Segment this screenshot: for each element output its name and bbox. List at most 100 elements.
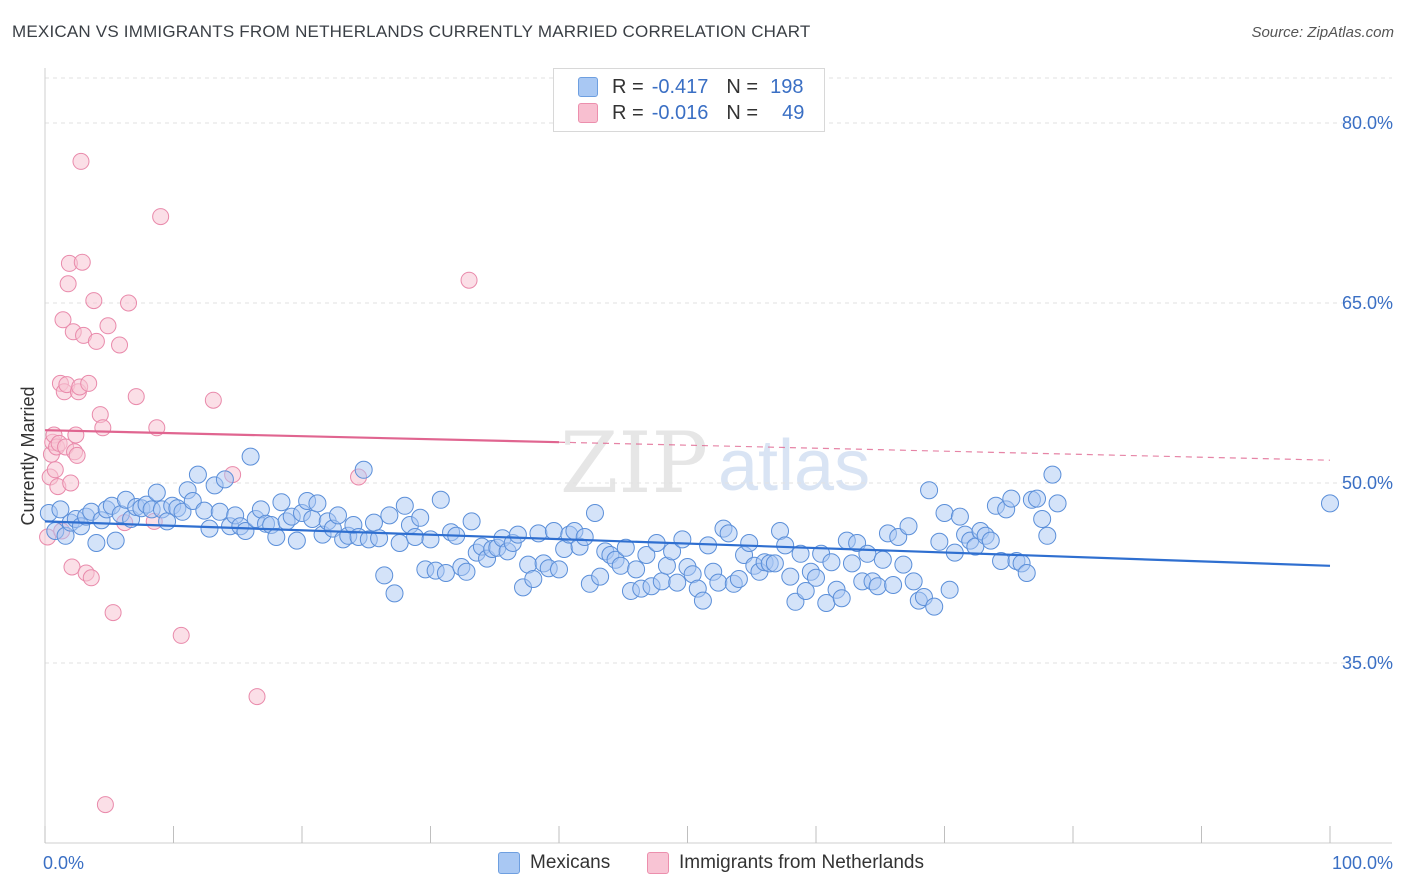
- mexican-point: [195, 501, 214, 520]
- netherlands-point: [72, 152, 90, 170]
- legend-n-label: N =: [726, 101, 759, 124]
- bottom-legend-label: Immigrants from Netherlands: [679, 852, 924, 873]
- mexican-point: [925, 597, 944, 616]
- mexican-point: [591, 567, 610, 586]
- mexican-point: [693, 591, 712, 610]
- mexican-point: [236, 522, 255, 540]
- source-credit: Source: ZipAtlas.com: [1251, 24, 1394, 41]
- mexican-point: [272, 493, 291, 512]
- mexican-point: [765, 554, 784, 573]
- netherlands-point: [120, 294, 138, 312]
- mexican-point: [395, 496, 414, 515]
- y-tick-label: 65.0%: [1342, 293, 1393, 313]
- mexican-point: [1028, 489, 1047, 508]
- mexican-point: [1321, 494, 1339, 513]
- mexican-point: [616, 538, 635, 557]
- mexican-point: [796, 582, 815, 600]
- mexican-point: [873, 550, 892, 569]
- mexican-point: [868, 577, 887, 596]
- netherlands-point: [63, 558, 81, 576]
- netherlands-point: [104, 604, 122, 622]
- netherlands-points: [39, 152, 478, 814]
- mexican-point: [544, 522, 563, 540]
- mexican-point: [673, 530, 692, 549]
- netherlands-point: [54, 311, 72, 329]
- legend-r-label: R =: [612, 101, 644, 124]
- netherlands-point: [59, 275, 77, 293]
- mexican-point: [267, 528, 286, 546]
- mexican-point: [981, 531, 1000, 550]
- mexican-point: [740, 534, 759, 552]
- legend-row-mexicans: R = -0.417 N = 198: [578, 75, 803, 99]
- legend-n-label: N =: [726, 75, 759, 98]
- mexican-point: [935, 504, 954, 522]
- mexican-point: [524, 570, 543, 588]
- legend-r-label: R =: [612, 75, 644, 98]
- mexican-point: [575, 528, 594, 546]
- mexican-point: [611, 556, 630, 575]
- mexican-point: [457, 562, 476, 581]
- mexican-point: [585, 504, 604, 522]
- netherlands-point: [85, 292, 103, 310]
- mexican-point: [1033, 510, 1052, 528]
- netherlands-point: [46, 461, 64, 479]
- mexican-point: [215, 470, 234, 489]
- mexican-point: [832, 589, 851, 608]
- netherlands-point: [99, 317, 117, 335]
- netherlands-point: [204, 391, 222, 409]
- netherlands-point: [87, 332, 105, 350]
- mexican-point: [406, 528, 425, 546]
- mexican-point: [147, 483, 166, 502]
- legend-swatch-blue: [578, 77, 598, 97]
- mexican-point: [668, 573, 687, 592]
- legend-n-value: 198: [770, 75, 804, 98]
- mexican-point: [462, 512, 481, 531]
- mexican-point: [431, 490, 450, 509]
- mexican-point: [950, 507, 969, 526]
- mexican-point: [1017, 564, 1036, 582]
- mexican-point: [822, 553, 841, 572]
- mexican-point: [87, 534, 106, 552]
- mexican-point: [183, 492, 202, 510]
- netherlands-point: [460, 271, 478, 289]
- y-tick-label: 80.0%: [1342, 113, 1393, 133]
- mexican-point: [627, 560, 646, 579]
- netherlands-point: [111, 336, 129, 354]
- mexican-point: [375, 566, 394, 585]
- mexican-points: [39, 447, 1339, 616]
- y-axis-label: Currently Married: [18, 386, 38, 525]
- y-tick-label: 35.0%: [1342, 653, 1393, 673]
- mexican-point: [807, 568, 825, 587]
- mexican-point: [436, 564, 455, 582]
- mexican-point: [637, 546, 656, 564]
- watermark-atlas: atlas: [718, 426, 870, 506]
- mexican-point: [51, 500, 70, 519]
- netherlands-trend-line: [44, 429, 560, 444]
- mexican-point: [930, 532, 949, 551]
- mexican-point: [940, 580, 959, 599]
- mexican-point: [210, 502, 229, 521]
- legend-r-value: -0.016: [651, 101, 709, 124]
- x-tick-label: 100.0%: [1332, 853, 1393, 873]
- mexican-point: [652, 572, 671, 591]
- mexican-point: [719, 524, 738, 543]
- chart-title: MEXICAN VS IMMIGRANTS FROM NETHERLANDS C…: [12, 22, 811, 41]
- mexican-point: [899, 517, 918, 536]
- mexican-point: [380, 506, 399, 525]
- netherlands-point: [73, 253, 91, 271]
- mexican-point: [1048, 494, 1067, 513]
- mexican-point: [842, 554, 861, 573]
- mexican-point: [308, 494, 327, 513]
- trend-lines: [44, 429, 1331, 567]
- mexican-point: [729, 570, 748, 588]
- mexican-point: [411, 508, 430, 527]
- mexican-point: [884, 576, 903, 594]
- mexican-point: [364, 513, 383, 532]
- mexican-point: [709, 573, 728, 592]
- bottom-legend-swatch-blue: [498, 852, 520, 874]
- mexican-point: [241, 447, 260, 466]
- netherlands-point: [172, 626, 190, 644]
- mexicans-trend-line: [44, 520, 1331, 567]
- netherlands-point: [152, 208, 170, 226]
